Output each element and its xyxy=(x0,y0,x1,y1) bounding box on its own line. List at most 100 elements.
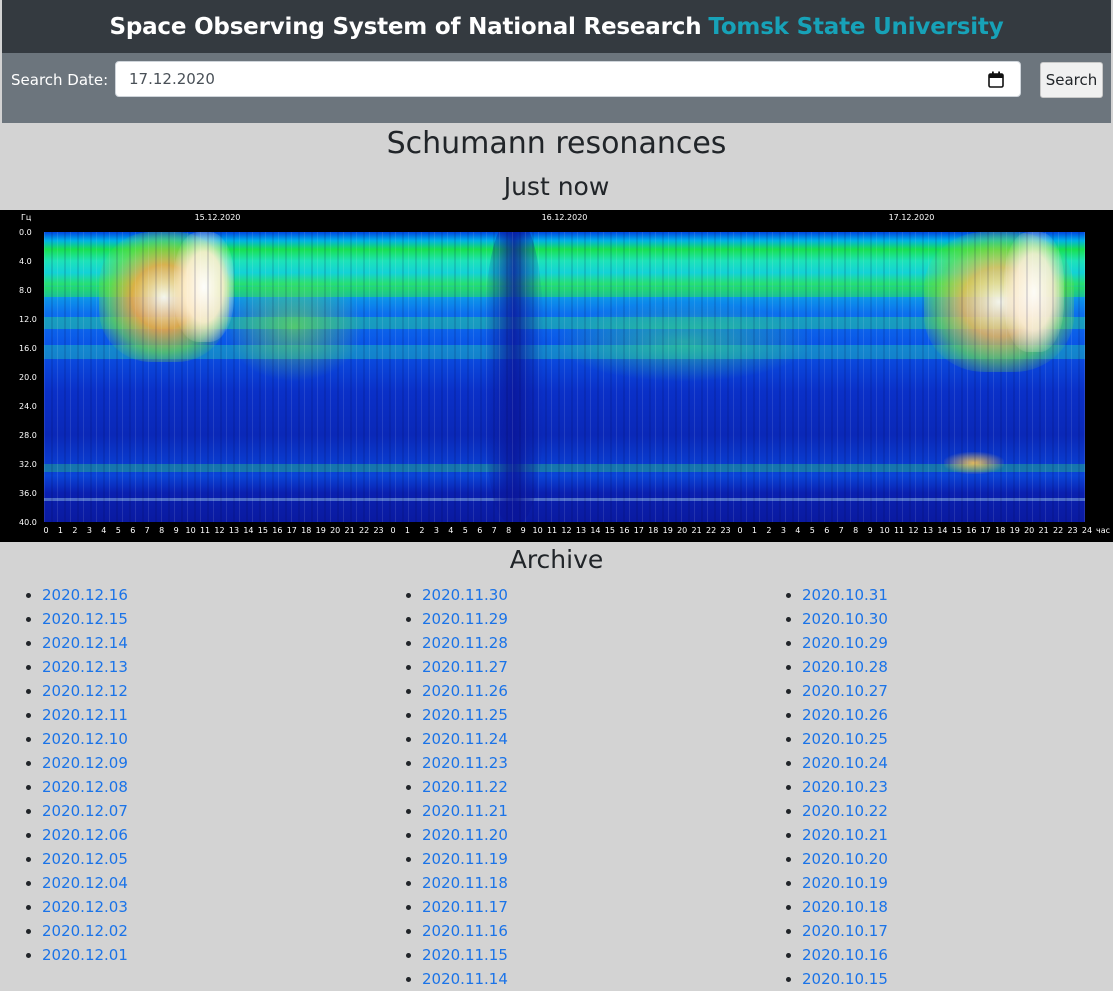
archive-date-link[interactable]: 2020.11.29 xyxy=(422,610,508,628)
archive-date-link[interactable]: 2020.12.10 xyxy=(42,730,128,748)
archive-date-link[interactable]: 2020.12.07 xyxy=(42,802,128,820)
archive-date-link[interactable]: 2020.10.28 xyxy=(802,658,888,676)
archive-column-december: 2020.12.16 2020.12.15 2020.12.14 2020.12.13… xyxy=(2,583,128,967)
list-item: 2020.11.29 xyxy=(422,607,508,631)
archive-date-link[interactable]: 2020.11.23 xyxy=(422,754,508,772)
y-tick-label: 40.0 xyxy=(19,518,37,527)
archive-date-link[interactable]: 2020.10.27 xyxy=(802,682,888,700)
archive-date-link[interactable]: 2020.10.15 xyxy=(802,970,888,988)
list-item: 2020.11.15 xyxy=(422,943,508,967)
archive-date-link[interactable]: 2020.11.25 xyxy=(422,706,508,724)
archive-date-link[interactable]: 2020.11.24 xyxy=(422,730,508,748)
archive-date-link[interactable]: 2020.10.20 xyxy=(802,850,888,868)
archive-date-link[interactable]: 2020.10.17 xyxy=(802,922,888,940)
archive-date-link[interactable]: 2020.10.29 xyxy=(802,634,888,652)
archive-date-link[interactable]: 2020.11.30 xyxy=(422,586,508,604)
archive-date-link[interactable]: 2020.11.16 xyxy=(422,922,508,940)
x-tick-label: 13 xyxy=(228,526,240,535)
search-date-input[interactable]: 17.12.2020 xyxy=(115,61,1021,97)
y-tick-label: 12.0 xyxy=(19,315,37,324)
archive-date-link[interactable]: 2020.10.18 xyxy=(802,898,888,916)
archive-date-link[interactable]: 2020.11.22 xyxy=(422,778,508,796)
list-item: 2020.10.17 xyxy=(802,919,888,943)
x-tick-label: 23 xyxy=(373,526,384,535)
archive-date-link[interactable]: 2020.11.28 xyxy=(422,634,508,652)
archive-date-link[interactable]: 2020.11.18 xyxy=(422,874,508,892)
archive-date-link[interactable]: 2020.12.06 xyxy=(42,826,128,844)
x-tick-label: 15 xyxy=(257,526,268,535)
list-item: 2020.10.27 xyxy=(802,679,888,703)
archive-date-link[interactable]: 2020.12.14 xyxy=(42,634,128,652)
archive-date-link[interactable]: 2020.12.15 xyxy=(42,610,128,628)
archive-column-october: 2020.10.31 2020.10.30 2020.10.29 2020.10.28… xyxy=(762,583,888,991)
list-item: 2020.11.26 xyxy=(422,679,508,703)
archive-date-link[interactable]: 2020.11.26 xyxy=(422,682,508,700)
archive-date-link[interactable]: 2020.10.26 xyxy=(802,706,888,724)
list-item: 2020.10.26 xyxy=(802,703,888,727)
x-tick-label: 5 xyxy=(462,526,468,535)
archive-date-link[interactable]: 2020.10.21 xyxy=(802,826,888,844)
search-button[interactable]: Search xyxy=(1040,62,1103,98)
spectrogram-activity-left xyxy=(44,232,1085,522)
x-tick-label: 18 xyxy=(995,526,1006,535)
archive-date-link[interactable]: 2020.12.03 xyxy=(42,898,128,916)
list-item: 2020.10.30 xyxy=(802,607,888,631)
list-item: 2020.12.15 xyxy=(42,607,128,631)
x-tick-label: 7 xyxy=(144,526,150,535)
x-tick-label: 6 xyxy=(824,526,830,535)
y-tick-label: 4.0 xyxy=(19,257,32,266)
archive-date-link[interactable]: 2020.11.27 xyxy=(422,658,508,676)
archive-date-link[interactable]: 2020.12.04 xyxy=(42,874,128,892)
list-item: 2020.10.28 xyxy=(802,655,888,679)
archive-date-link[interactable]: 2020.10.22 xyxy=(802,802,888,820)
spectrogram-image: Гц час 15.12.2020 16.12.2020 17.12.2020 0.… xyxy=(0,210,1113,542)
archive-date-link[interactable]: 2020.10.19 xyxy=(802,874,888,892)
list-item: 2020.12.01 xyxy=(42,943,128,967)
x-tick-label: 6 xyxy=(130,526,136,535)
archive-date-link[interactable]: 2020.12.16 xyxy=(42,586,128,604)
archive-date-link[interactable]: 2020.12.12 xyxy=(42,682,128,700)
list-item: 2020.11.18 xyxy=(422,871,508,895)
archive-date-link[interactable]: 2020.11.15 xyxy=(422,946,508,964)
archive-date-link[interactable]: 2020.11.21 xyxy=(422,802,508,820)
y-unit-label: Гц xyxy=(21,213,32,222)
y-tick-label: 32.0 xyxy=(19,460,37,469)
archive-date-link[interactable]: 2020.12.09 xyxy=(42,754,128,772)
x-tick-label: 11 xyxy=(893,526,905,535)
archive-date-link[interactable]: 2020.11.14 xyxy=(422,970,508,988)
archive-date-link[interactable]: 2020.10.31 xyxy=(802,586,888,604)
archive-date-link[interactable]: 2020.12.08 xyxy=(42,778,128,796)
archive-date-link[interactable]: 2020.10.16 xyxy=(802,946,888,964)
archive-date-link[interactable]: 2020.11.17 xyxy=(422,898,508,916)
x-tick-label: 11 xyxy=(199,526,211,535)
archive-date-link[interactable]: 2020.10.23 xyxy=(802,778,888,796)
list-item: 2020.12.11 xyxy=(42,703,128,727)
list-item: 2020.11.21 xyxy=(422,799,508,823)
list-item: 2020.12.08 xyxy=(42,775,128,799)
list-item: 2020.10.31 xyxy=(802,583,888,607)
x-tick-label: 5 xyxy=(809,526,815,535)
archive-date-link[interactable]: 2020.12.01 xyxy=(42,946,128,964)
calendar-icon[interactable] xyxy=(988,71,1004,88)
archive-date-link[interactable]: 2020.11.19 xyxy=(422,850,508,868)
x-tick-label: 18 xyxy=(648,526,659,535)
spectrogram-activity-middle xyxy=(44,232,1085,522)
archive-date-link[interactable]: 2020.10.24 xyxy=(802,754,888,772)
archive-date-link[interactable]: 2020.12.05 xyxy=(42,850,128,868)
archive-date-link[interactable]: 2020.10.25 xyxy=(802,730,888,748)
x-tick-label: 13 xyxy=(575,526,587,535)
archive-date-link[interactable]: 2020.12.02 xyxy=(42,922,128,940)
date-label: 17.12.2020 xyxy=(888,213,935,222)
archive-date-link[interactable]: 2020.12.11 xyxy=(42,706,128,724)
archive-date-link[interactable]: 2020.11.20 xyxy=(422,826,508,844)
archive-date-link[interactable]: 2020.10.30 xyxy=(802,610,888,628)
archive-date-link[interactable]: 2020.12.13 xyxy=(42,658,128,676)
x-tick-label: 22 xyxy=(358,526,370,535)
x-tick-label: 3 xyxy=(433,526,439,535)
x-tick-label: 6 xyxy=(477,526,483,535)
x-tick-label: 8 xyxy=(506,526,512,535)
date-label: 16.12.2020 xyxy=(541,213,588,222)
list-item: 2020.11.14 xyxy=(422,967,508,991)
x-tick-label: 19 xyxy=(662,526,673,535)
